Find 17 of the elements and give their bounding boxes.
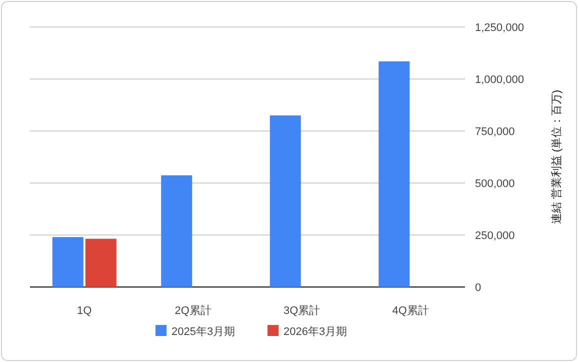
y-tick-label: 1,250,000 <box>475 22 524 34</box>
legend-label: 2026年3月期 <box>284 326 348 338</box>
bar <box>270 115 301 287</box>
y-tick-label: 250,000 <box>475 230 515 242</box>
bar <box>52 237 84 287</box>
y-tick-label: 1,000,000 <box>475 74 524 86</box>
x-tick-label: 4Q累計 <box>392 304 429 317</box>
x-tick-label: 2Q累計 <box>174 304 212 317</box>
x-tick-label: 3Q累計 <box>284 304 320 317</box>
y-axis-title: 連結 営業利益 (単位：百万) <box>550 90 563 224</box>
bar <box>161 175 192 287</box>
bar <box>378 61 410 287</box>
y-tick-label: 750,000 <box>475 126 515 138</box>
y-tick-label: 500,000 <box>475 178 515 190</box>
legend-label: 2025年3月期 <box>172 326 236 338</box>
y-tick-label: 0 <box>475 282 482 294</box>
x-tick-label: 1Q <box>77 305 92 317</box>
